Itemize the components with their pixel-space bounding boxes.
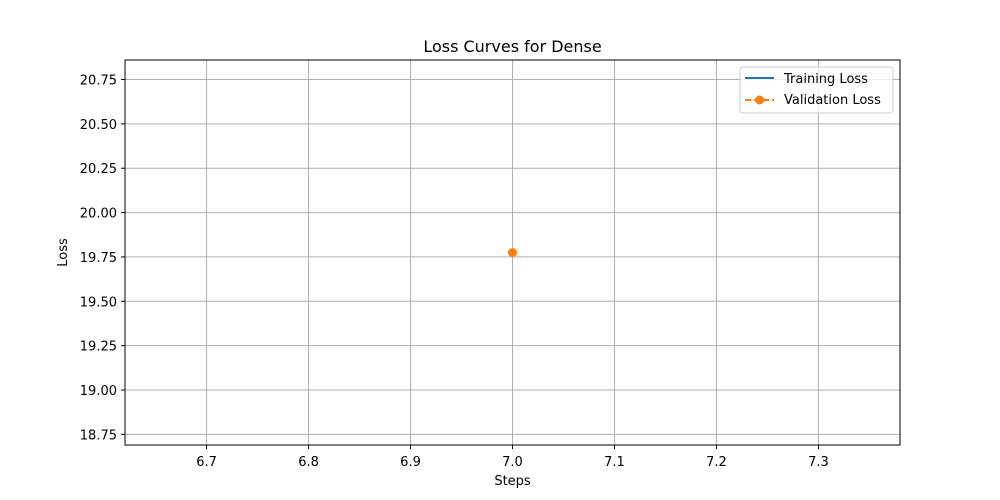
y-tick-label: 19.50 xyxy=(80,295,117,310)
x-tick-label: 7.3 xyxy=(808,455,829,470)
y-tick-label: 20.50 xyxy=(80,118,117,133)
x-tick-label: 7.0 xyxy=(502,455,523,470)
legend-training-label: Training Loss xyxy=(783,72,868,87)
y-axis-title: Loss xyxy=(56,238,71,267)
legend-box xyxy=(739,66,894,114)
x-axis-title: Steps xyxy=(494,474,531,489)
legend: Training Loss Validation Loss xyxy=(739,66,894,114)
y-tick-label: 19.25 xyxy=(80,340,117,355)
chart-title: Loss Curves for Dense xyxy=(423,37,601,56)
y-tick-label: 19.75 xyxy=(80,251,117,266)
y-tick-label: 20.75 xyxy=(80,74,117,89)
ticks: 6.7 6.8 6.9 7.0 7.1 7.2 7.3 18.75 19.00 19.25 19.5… xyxy=(80,74,829,470)
x-tick-label: 7.2 xyxy=(706,455,727,470)
validation-loss-point xyxy=(508,248,517,257)
y-tick-label: 19.00 xyxy=(80,384,117,399)
y-tick-label: 20.00 xyxy=(80,207,117,222)
grid xyxy=(125,60,900,445)
legend-validation-marker xyxy=(755,95,764,105)
x-tick-label: 6.8 xyxy=(298,455,319,470)
y-tick-label: 18.75 xyxy=(80,428,117,443)
y-tick-label: 20.25 xyxy=(80,162,117,177)
legend-validation-label: Validation Loss xyxy=(784,93,881,108)
x-tick-label: 6.7 xyxy=(196,455,217,470)
x-tick-label: 7.1 xyxy=(604,455,625,470)
x-tick-label: 6.9 xyxy=(400,455,421,470)
series-layer xyxy=(508,248,517,257)
